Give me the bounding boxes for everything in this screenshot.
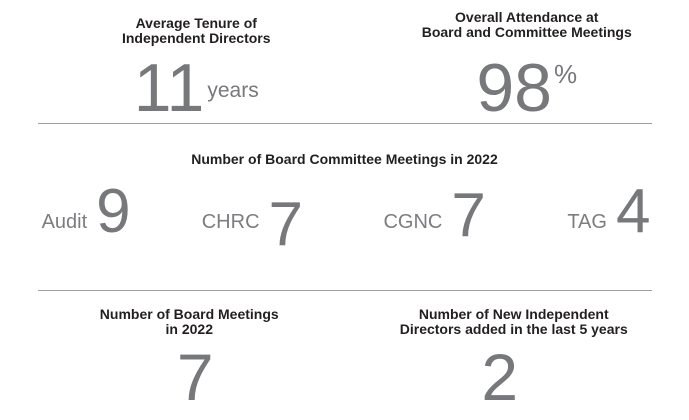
- committee-label: CHRC: [201, 211, 260, 234]
- average-tenure-value: 11: [133, 50, 205, 126]
- committee-value: 7: [451, 181, 486, 250]
- committee-item-cgnc: CGNC 7: [349, 184, 521, 246]
- average-tenure-heading: Average Tenure of Independent Directors: [122, 16, 271, 46]
- committee-value: 7: [268, 190, 303, 259]
- average-tenure-unit: years: [207, 78, 259, 102]
- divider-top: [38, 123, 652, 124]
- average-tenure-heading-line2: Independent Directors: [121, 30, 271, 46]
- overall-attendance-value-row: 98 %: [476, 54, 577, 122]
- overall-attendance-heading-line1: Overall Attendance at: [455, 9, 599, 25]
- bottom-stats-section: Number of Board Meetings in 2022 7 Numbe…: [0, 291, 689, 419]
- board-meetings-heading: Number of Board Meetings in 2022: [100, 307, 279, 337]
- committee-value: 4: [615, 177, 651, 246]
- overall-attendance-value: 98: [476, 50, 552, 126]
- stat-new-independent-directors: Number of New Independent Directors adde…: [342, 291, 687, 419]
- board-meetings-value: 7: [176, 340, 214, 414]
- new-directors-heading: Number of New Independent Directors adde…: [400, 307, 628, 337]
- committee-meetings-section: Number of Board Committee Meetings in 20…: [0, 124, 689, 290]
- committee-meetings-row: Audit 9 CHRC 7 CGNC 7 TAG 4: [0, 177, 689, 255]
- overall-attendance-unit: %: [554, 59, 578, 89]
- stat-overall-attendance: Overall Attendance at Board and Committe…: [355, 0, 689, 123]
- overall-attendance-heading: Overall Attendance at Board and Committe…: [422, 10, 632, 40]
- new-directors-heading-line2: Directors added in the last 5 years: [399, 321, 628, 337]
- committee-value: 9: [96, 177, 131, 246]
- new-directors-value: 2: [481, 340, 519, 414]
- committee-label: TAG: [567, 211, 607, 234]
- average-tenure-heading-line1: Average Tenure of: [135, 15, 257, 31]
- board-meetings-heading-line2: in 2022: [165, 321, 213, 337]
- board-meetings-heading-line1: Number of Board Meetings: [99, 306, 279, 322]
- committee-item-audit: Audit 9: [0, 177, 172, 246]
- stat-board-meetings: Number of Board Meetings in 2022 7: [17, 291, 362, 419]
- committee-item-chrc: CHRC 7: [166, 189, 338, 255]
- divider-bottom: [38, 290, 652, 291]
- new-directors-heading-line1: Number of New Independent: [418, 306, 609, 322]
- top-stats-section: Average Tenure of Independent Directors …: [0, 0, 689, 123]
- committee-item-tag: TAG 4: [523, 177, 689, 246]
- overall-attendance-heading-line2: Board and Committee Meetings: [421, 24, 632, 40]
- committee-label: CGNC: [383, 211, 443, 234]
- committee-meetings-title: Number of Board Committee Meetings in 20…: [191, 151, 498, 167]
- average-tenure-value-row: 11 years: [134, 54, 259, 122]
- stat-average-tenure: Average Tenure of Independent Directors …: [24, 0, 369, 123]
- committee-label: Audit: [41, 211, 88, 234]
